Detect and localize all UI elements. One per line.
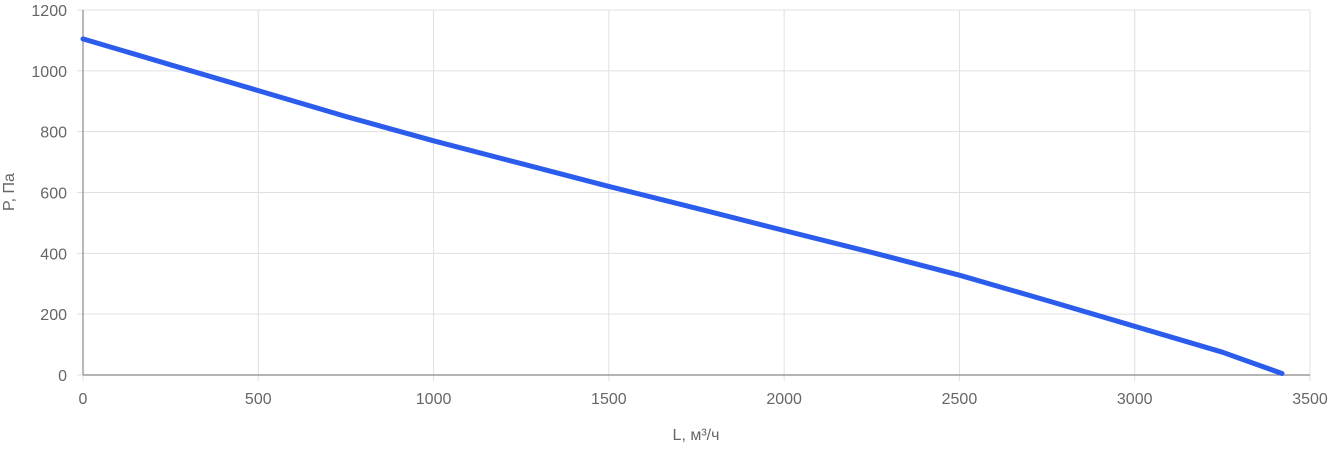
- x-tick-label: 0: [79, 391, 88, 408]
- x-tick-label: 3500: [1292, 391, 1328, 408]
- series-line: [80, 36, 1285, 376]
- y-tick-label: 400: [40, 246, 67, 263]
- x-tick-label: 3000: [1117, 391, 1153, 408]
- grid-layer: [82, 9, 1311, 376]
- x-tick-label: 1500: [591, 391, 627, 408]
- y-tick-label: 0: [58, 368, 67, 385]
- y-tick-label: 600: [40, 186, 67, 203]
- y-axis-title: P, Па: [1, 173, 18, 211]
- y-tick-label: 800: [40, 125, 67, 142]
- y-tick-label: 1200: [31, 3, 67, 20]
- y-tick-label: 1000: [31, 64, 67, 81]
- series-layer: [80, 36, 1285, 376]
- x-tick-label: 500: [245, 391, 272, 408]
- axis-layer: [77, 9, 1311, 381]
- x-axis-title: L, м³/ч: [673, 427, 720, 444]
- label-layer: 0 500 1000 1500 2000 2500 3000 3500 0 200 400 600 80…: [31, 3, 1327, 408]
- x-tick-label: 2000: [766, 391, 802, 408]
- x-tick-label: 2500: [942, 391, 978, 408]
- y-tick-label: 200: [40, 307, 67, 324]
- x-tick-label: 1000: [416, 391, 452, 408]
